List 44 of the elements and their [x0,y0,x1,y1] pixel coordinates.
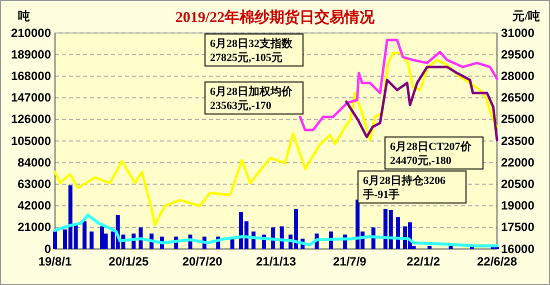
y2-tick-label: 20500 [501,177,535,192]
y-tick-label: 168000 [10,69,52,84]
x-tick-label: 20/7/20 [182,254,223,269]
chart-title: 2019/22年棉纱期货日交易情况 [175,8,376,26]
annotation: 6月28日加权均价 23563元,-170 [210,85,294,112]
line-series [298,38,498,132]
y2-tick-label: 25000 [501,112,535,126]
y2-tick-label: 19000 [501,198,535,213]
y-tick-label: 105000 [10,134,52,148]
y2-axis-title: 元/吨 [512,9,540,23]
y2-tick-label: 17500 [501,220,535,234]
y-axis-title: 吨 [18,9,30,23]
y2-tick-label: 22000 [501,155,535,170]
x-tick-label: 22/6/28 [476,254,518,269]
y-tick-label: 42000 [18,198,52,213]
annotation: 6月28日CT207价 24470元,-180 [390,140,472,167]
x-tick-label: 19/8/1 [38,254,72,269]
y2-tick-label: 26500 [501,90,535,105]
y-tick-label: 126000 [10,112,52,126]
annotation: 6月28日持仓3206 手-91手 [362,174,446,201]
y2-tick-label: 31000 [501,26,535,40]
y2-tick-label: 29500 [501,47,535,62]
bar [90,232,94,249]
bar [82,221,87,249]
bar [100,226,104,249]
x-tick-label: 22/1/2 [406,254,440,269]
line-series [345,66,498,142]
y2-tick-label: 28000 [501,69,535,84]
bar [428,246,432,249]
bar [53,232,57,249]
y-tick-label: 63000 [18,177,52,192]
x-tick-label: 21/1/13 [256,254,296,269]
y-tick-label: 147000 [10,90,52,105]
y-tick-label: 210000 [10,26,52,40]
y-tick-label: 21000 [18,220,52,234]
y-tick-label: 189000 [10,47,52,62]
x-tick-label: 20/1/25 [108,254,150,269]
bar [448,246,453,249]
y2-tick-label: 23500 [501,134,535,148]
y2-tick-label: 16000 [501,242,535,256]
y-tick-label: 84000 [18,155,52,170]
annotation: 6月28日32支指数 27825元,-105元 [210,37,294,64]
y-tick-label: 0 [44,242,52,256]
x-tick-label: 21/7/9 [332,254,367,269]
